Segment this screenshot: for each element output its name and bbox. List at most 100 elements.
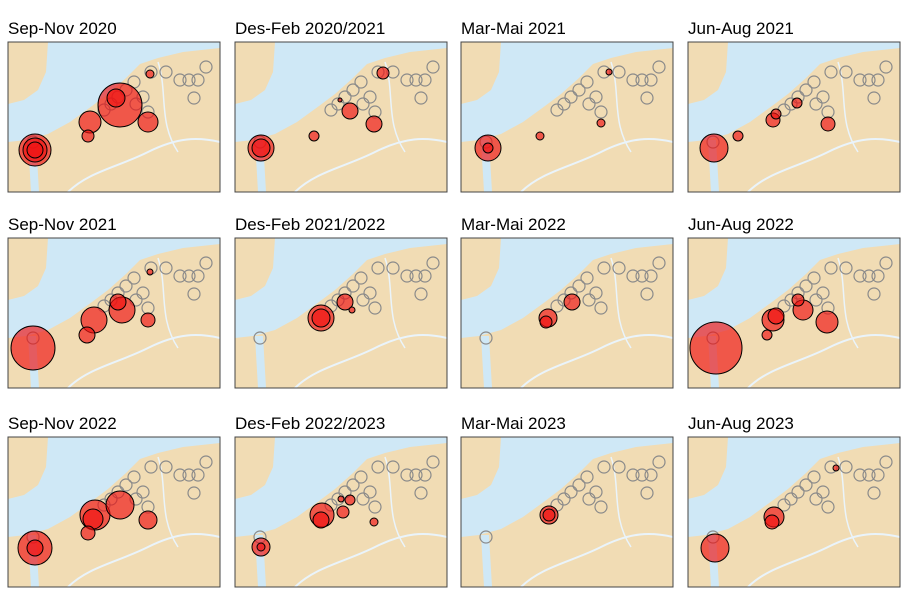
station — [182, 269, 196, 283]
station — [253, 331, 267, 345]
bubble — [689, 321, 743, 375]
panel-title: Mar-Mai 2023 — [461, 414, 566, 433]
station — [644, 73, 658, 87]
station — [368, 301, 382, 315]
station — [862, 468, 876, 482]
station — [400, 468, 414, 482]
map-panel — [460, 41, 674, 193]
station — [119, 478, 133, 492]
station — [173, 468, 187, 482]
map-panel — [234, 41, 448, 193]
station — [346, 83, 360, 97]
sea — [8, 437, 220, 537]
station — [652, 60, 666, 74]
panel-frame — [234, 237, 448, 389]
panel-title: Jun-Aug 2022 — [688, 215, 794, 234]
station — [564, 90, 578, 104]
bubble — [26, 141, 44, 159]
bubble — [256, 542, 266, 552]
bubble — [732, 130, 744, 142]
station — [839, 65, 853, 79]
station — [871, 468, 885, 482]
bubble — [137, 111, 159, 133]
station — [363, 90, 377, 104]
station — [582, 492, 596, 506]
station — [400, 73, 414, 87]
map-panel — [7, 237, 221, 389]
sea — [8, 238, 220, 338]
station — [644, 269, 658, 283]
station — [640, 486, 654, 500]
station — [324, 103, 338, 117]
station — [867, 91, 881, 105]
station — [652, 256, 666, 270]
sea — [461, 42, 673, 142]
bubble — [791, 293, 805, 307]
station — [589, 485, 603, 499]
bubble — [336, 505, 350, 519]
bubble — [832, 464, 840, 472]
map-body — [688, 238, 900, 388]
bubble — [26, 539, 44, 557]
station — [839, 460, 853, 474]
panel-frame — [7, 436, 221, 588]
panel-frame — [7, 237, 221, 389]
station — [816, 485, 830, 499]
station — [597, 460, 611, 474]
station — [635, 269, 649, 283]
bubble — [369, 517, 379, 527]
bubble — [80, 525, 96, 541]
panel-frame — [687, 436, 901, 588]
station — [418, 73, 432, 87]
bubble — [312, 511, 330, 529]
station — [594, 500, 608, 514]
station — [426, 455, 440, 469]
station — [839, 261, 853, 275]
bubble — [482, 142, 494, 154]
station — [824, 261, 838, 275]
map-body — [688, 437, 900, 587]
map-body — [235, 437, 447, 587]
station — [612, 261, 626, 275]
station — [119, 279, 133, 293]
panel-frame — [234, 436, 448, 588]
river — [520, 334, 673, 388]
panel-frame — [234, 41, 448, 193]
river — [294, 533, 447, 587]
station — [182, 468, 196, 482]
bubble — [336, 293, 354, 311]
map-body — [461, 437, 673, 587]
map-body — [461, 238, 673, 388]
station — [136, 485, 150, 499]
station — [589, 286, 603, 300]
station — [635, 468, 649, 482]
station — [426, 60, 440, 74]
bubble — [815, 310, 839, 334]
station — [853, 73, 867, 87]
panel-title: Jun-Aug 2023 — [688, 414, 794, 433]
river — [67, 533, 220, 587]
station — [612, 65, 626, 79]
station — [363, 485, 377, 499]
map-panel — [460, 237, 674, 389]
map-body — [8, 437, 220, 587]
panel-title: Des-Feb 2022/2023 — [235, 414, 385, 433]
station — [816, 286, 830, 300]
station — [173, 73, 187, 87]
panel-frame — [687, 41, 901, 193]
station — [572, 478, 586, 492]
map-body — [8, 238, 220, 388]
station — [479, 331, 493, 345]
station — [582, 293, 596, 307]
sea — [235, 42, 447, 142]
panel-title: Sep-Nov 2021 — [8, 215, 117, 234]
station — [354, 470, 368, 484]
panel-title: Sep-Nov 2022 — [8, 414, 117, 433]
station — [414, 486, 428, 500]
station — [371, 261, 385, 275]
bubble — [764, 514, 780, 530]
bubble — [605, 68, 613, 76]
bubble — [791, 97, 803, 109]
station — [346, 478, 360, 492]
station — [635, 73, 649, 87]
